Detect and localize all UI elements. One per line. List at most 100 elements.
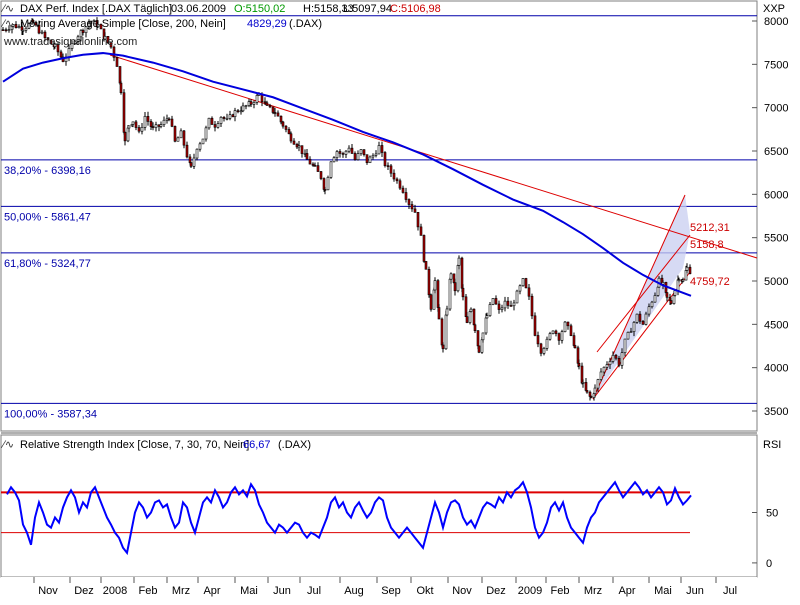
x-tick-label: Okt [416,585,433,597]
symbol-title: DAX Perf. Index [.DAX Täglich] [20,3,172,15]
candle-body [656,286,660,296]
price-tick-label: 4000 [764,363,788,375]
rsi-symbol: (.DAX) [278,439,311,451]
price-tick-label: 3500 [764,406,788,418]
candle-body [137,127,141,132]
candle-body [109,42,113,48]
candle-body [515,290,519,304]
quote-high: H:5158,33 [303,3,354,15]
candle-body [524,278,528,289]
candle-body [650,301,654,308]
candle-body [112,46,116,58]
candle-body [89,20,93,24]
candle-body [536,335,540,345]
downtrend-line [109,54,758,259]
ma-value: 4829,29 [247,18,287,30]
candle-body [170,118,174,127]
candle-body [445,308,449,316]
x-tick-label: Dez [74,585,94,597]
candle-body [216,123,220,128]
candle-body [401,187,405,193]
candle-body [338,151,342,154]
candle-body [123,132,127,142]
candle-body [127,125,131,129]
candle-body [539,343,543,354]
candle-body [380,145,384,153]
candle-body [236,110,240,113]
candle-body [24,27,28,31]
candle-body [533,315,537,336]
candle-body [7,29,11,31]
candle-body [368,156,372,164]
candle-body [484,317,488,334]
candle-body [460,257,464,289]
candle-body [506,300,510,306]
candle-body [404,192,408,200]
fibonacci-lines: 38,20% - 6398,16 50,00% - 5861,47 61,80% -… [1,15,757,420]
candle-body [611,354,615,362]
candle-body [444,314,448,350]
x-tick-label: Jun [686,585,704,597]
candle-body [569,325,573,336]
candle-body [37,24,41,34]
fibonacci-label: 38,20% - 6398,16 [4,165,91,177]
candle-body [189,162,193,167]
candle-body [192,157,196,167]
x-tick-label: Dez [486,585,506,597]
price-tick-label: 7500 [764,59,788,71]
x-tick-label: Feb [139,585,158,597]
candle-body [281,121,285,127]
candle-body [43,31,47,39]
x-tick-label: Mrz [584,585,602,597]
candle-body [154,124,158,128]
candle-body [146,116,150,122]
candle-body [389,165,393,174]
candle-body [103,36,107,40]
candle-body [362,149,366,155]
x-axis-area [1,577,757,599]
rsi-header: ∕∿ Relative Strength Index [Close, 7, 30… [0,439,781,451]
candle-body [134,121,138,128]
candle-body [99,24,103,30]
candle-body [356,153,360,160]
candle-body [289,133,293,142]
rsi-axis-title: RSI [763,439,781,451]
candle-body [577,362,581,367]
candle-body [49,39,53,45]
candle-body [195,148,199,159]
candle-body [265,102,269,106]
rsi-icon: ∕∿ [0,439,14,451]
candle-body [518,285,522,292]
candle-body [255,95,259,103]
candle-body [422,235,426,262]
price-axis-ticks: 3500 4000 4500 5000 5500 6000 6500 7000 7500 8000 [752,16,788,418]
price-tick-label: 4500 [764,319,788,331]
candle-body [173,126,177,142]
price-tick-label: 7000 [764,103,788,115]
candle-body [204,127,208,140]
candle-body [353,153,357,160]
candle-body [40,31,44,34]
candle-body [485,315,489,319]
candle-body [669,300,673,304]
candle-body [589,396,593,398]
candle-body [73,40,77,44]
quote-low: L:5097,94 [343,3,392,15]
candle-body [92,20,96,22]
candle-body [626,331,630,340]
x-tick-label: Apr [618,585,635,597]
x-tick-label: Mrz [172,585,190,597]
candle-body [219,116,223,124]
fibonacci-label: 50,00% - 5861,47 [4,211,91,223]
candle-body [500,307,504,310]
candle-body [585,390,589,393]
candle-body [300,145,304,154]
candle-body [31,20,35,23]
candle-body [429,294,433,310]
candle-body [560,331,564,341]
candle-body [213,124,217,128]
price-tick-label: 5000 [764,276,788,288]
candle-body [530,295,534,317]
candle-body [665,292,669,298]
candle-body [608,361,612,365]
